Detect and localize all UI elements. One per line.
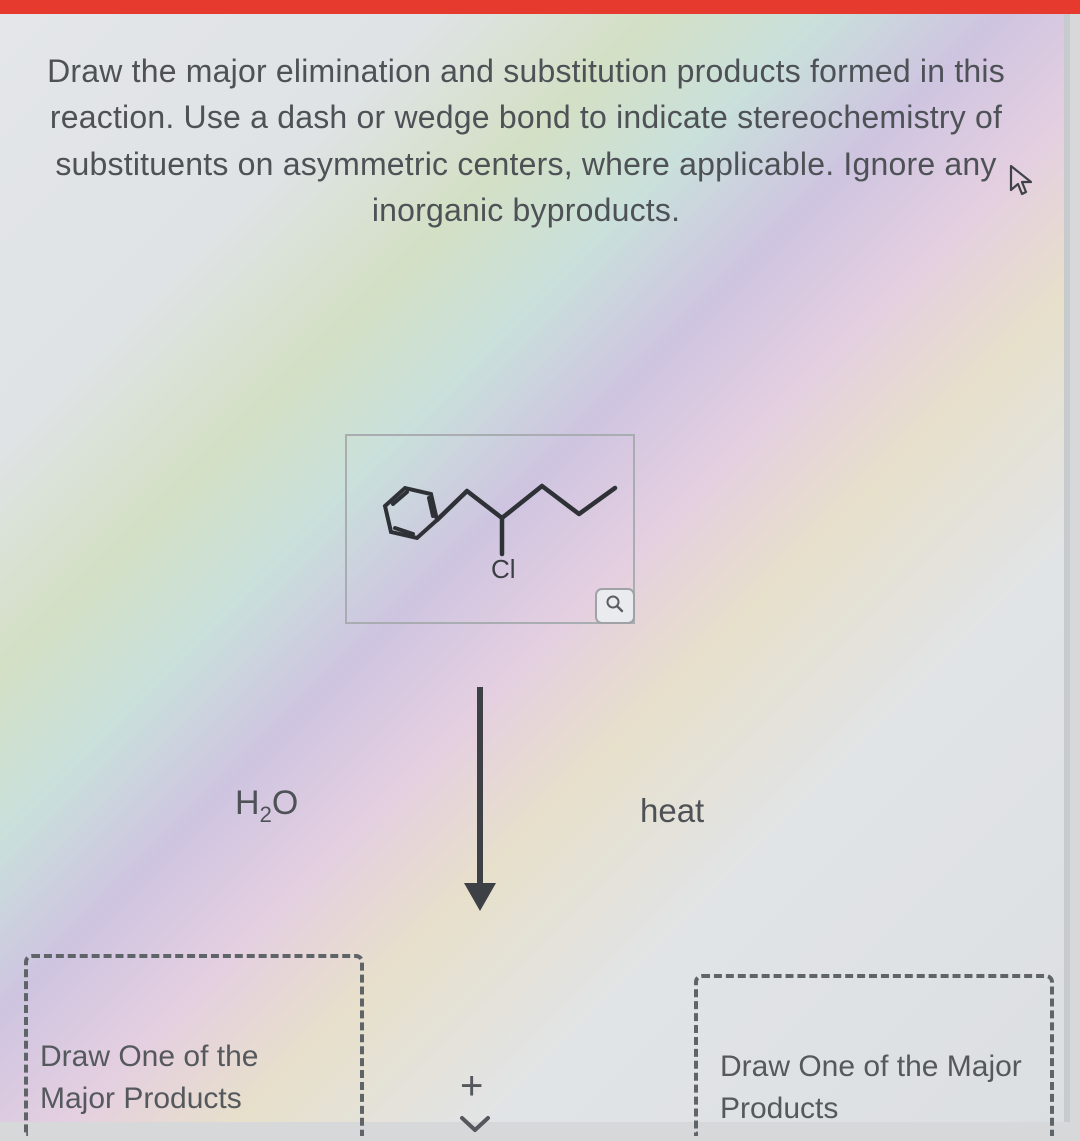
reagent-h2o: H2O: [235, 784, 298, 828]
structure-preview[interactable]: Cl: [345, 434, 635, 624]
question-panel: Draw the major elimination and substitut…: [0, 14, 1070, 1122]
zoom-button[interactable]: [595, 588, 635, 624]
question-text: Draw the major elimination and substitut…: [28, 48, 1024, 234]
product-label-left: Draw One of the Major Products: [40, 1036, 340, 1120]
magnifier-icon: [605, 594, 625, 619]
plus-separator: +: [460, 1064, 483, 1109]
atom-label-cl: Cl: [491, 554, 516, 584]
cursor-icon: [1008, 164, 1036, 203]
reagent-heat: heat: [640, 792, 704, 830]
molecule-svg: Cl: [347, 436, 637, 626]
reaction-arrow-down: [450, 679, 510, 919]
chevron-down-icon[interactable]: [458, 1114, 492, 1141]
top-red-bar: [0, 0, 1080, 14]
product-label-right: Draw One of the Major Products: [720, 1046, 1040, 1130]
